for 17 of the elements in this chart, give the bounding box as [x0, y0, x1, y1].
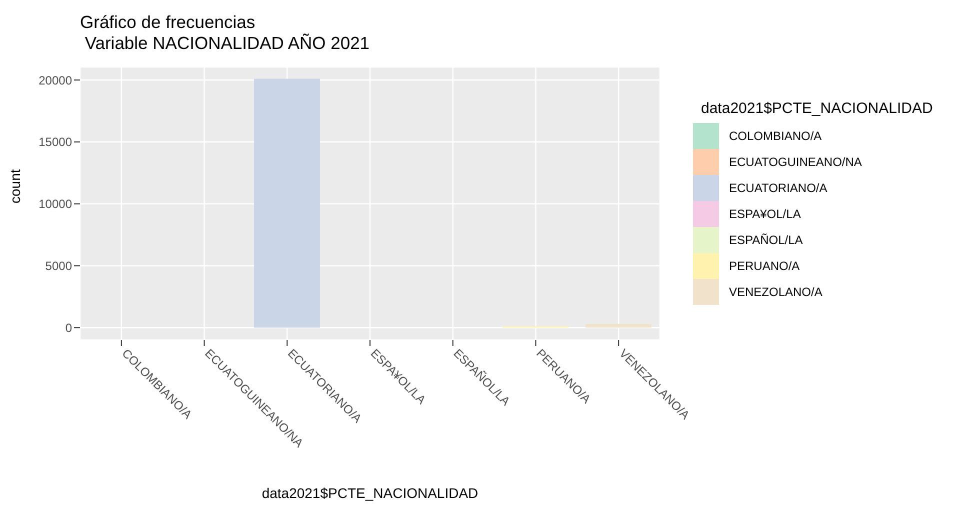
- legend-label: COLOMBIANO/A: [729, 129, 822, 144]
- x-axis-title: data2021$PCTE_NACIONALIDAD: [262, 485, 478, 501]
- legend-label: ESPAÑOL/LA: [729, 233, 803, 248]
- y-tick-label: 0: [65, 320, 72, 335]
- y-tick-label: 10000: [38, 197, 72, 212]
- legend-label: ECUATORIANO/A: [729, 181, 828, 196]
- chart-subtitle: Variable NACIONALIDAD AÑO 2021: [84, 33, 370, 54]
- y-tick-label: 15000: [38, 135, 72, 150]
- legend-title: data2021$PCTE_NACIONALIDAD: [701, 100, 933, 117]
- chart-title: Gráfico de frecuencias: [80, 12, 256, 33]
- legend-label: PERUANO/A: [729, 259, 800, 274]
- legend-label: ECUATOGUINEANO/NA: [729, 155, 862, 170]
- legend-label: VENEZOLANO/A: [729, 285, 822, 300]
- y-axis-title: count: [6, 169, 23, 204]
- y-tick-label: 5000: [45, 258, 72, 273]
- legend-label: ESPA¥OL/LA: [729, 207, 801, 222]
- y-tick-label: 20000: [38, 73, 72, 88]
